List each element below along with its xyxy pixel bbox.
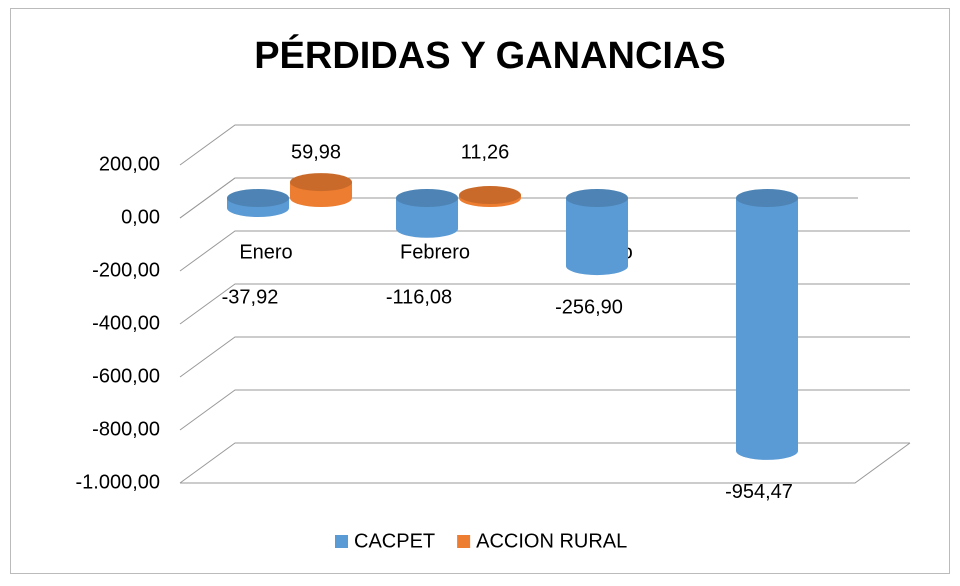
bar-body	[736, 198, 798, 451]
bar-body	[566, 198, 628, 267]
grid-line	[179, 124, 910, 166]
data-label: -116,08	[386, 286, 452, 308]
bar-top	[459, 186, 521, 205]
y-tick-label: 0,00	[121, 206, 160, 228]
bar	[459, 186, 521, 207]
data-label: -954,47	[725, 481, 793, 503]
grid-line	[179, 442, 910, 484]
floor	[180, 442, 911, 484]
data-label: 11,26	[461, 141, 510, 163]
bar	[227, 189, 289, 218]
y-tick-label: -400,00	[92, 312, 160, 334]
bar-top	[227, 189, 289, 207]
zero-line	[179, 177, 236, 219]
bar-bottom	[566, 257, 628, 276]
data-label: -256,90	[555, 296, 623, 318]
y-tick-label: -600,00	[92, 365, 160, 387]
bar-bottom	[736, 441, 798, 460]
data-label: -37,92	[222, 286, 279, 308]
x-tick-label: Febrero	[400, 241, 470, 263]
y-tick-label: -200,00	[92, 259, 160, 281]
bar-bottom	[290, 189, 352, 207]
bar	[736, 189, 798, 460]
bar	[290, 173, 352, 207]
legend-label: ACCION RURAL	[476, 530, 627, 552]
grid-line	[179, 336, 910, 378]
bar	[566, 189, 628, 276]
grid-line	[179, 283, 910, 325]
data-label: 59,98	[291, 141, 341, 163]
y-tick-label: -800,00	[92, 418, 160, 440]
x-tick-label: Enero	[239, 241, 292, 263]
chart-title: PÉRDIDAS Y GANANCIAS	[254, 33, 726, 77]
bar-top	[566, 189, 628, 207]
y-tick-label: 200,00	[99, 153, 160, 175]
bar-top	[396, 189, 458, 207]
bar-bottom	[396, 219, 458, 238]
grid-line	[179, 389, 910, 431]
bar	[396, 189, 458, 238]
bar-top	[290, 173, 352, 192]
legend-swatch	[457, 535, 471, 548]
grid-line	[179, 230, 910, 272]
bar-top	[736, 189, 798, 207]
legend-label: CACPET	[354, 530, 435, 552]
legend-swatch	[335, 535, 348, 548]
y-tick-label: -1.000,00	[75, 471, 160, 493]
